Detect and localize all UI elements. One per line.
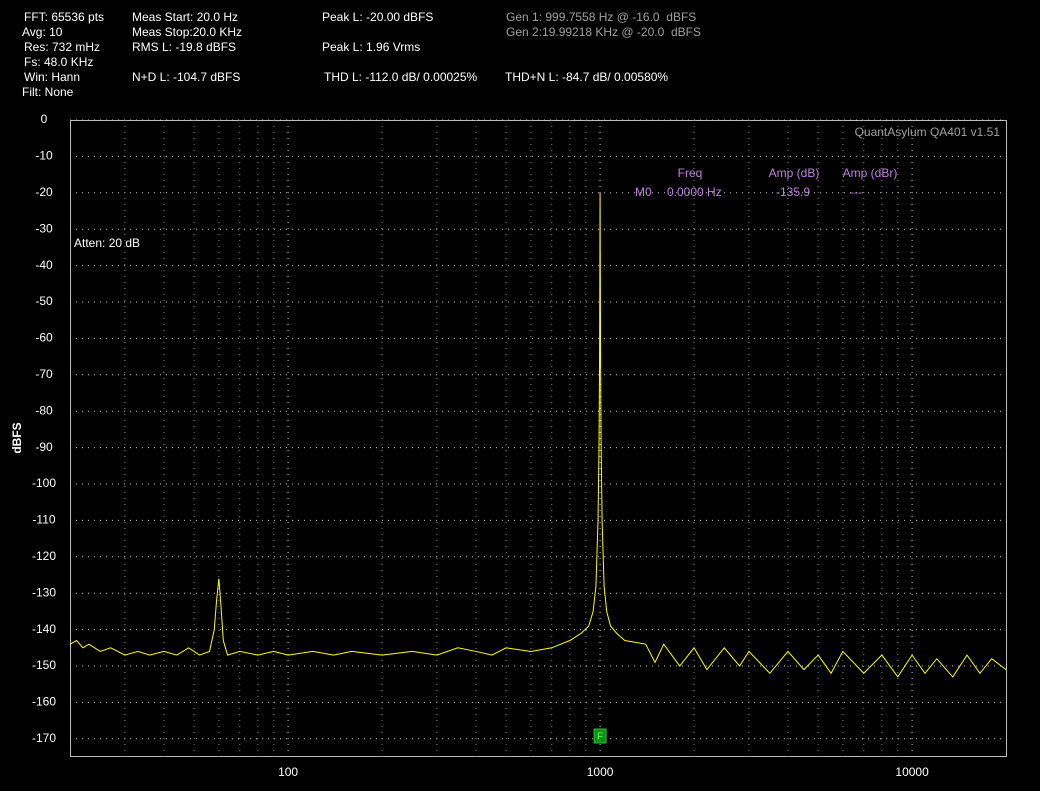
x-tick-label: 10000	[895, 765, 929, 779]
x-tick-label: 1000	[587, 765, 614, 779]
y-tick-label: -100	[32, 476, 56, 490]
x-tick-label: 100	[278, 765, 298, 779]
y-tick-label: -70	[35, 367, 53, 381]
marker-cell: -135.9	[776, 185, 810, 199]
status: Res: 732 mHz	[24, 40, 101, 54]
y-tick-label: -30	[35, 221, 53, 235]
status: THD+N L: -84.7 dB/ 0.00580%	[505, 70, 669, 84]
y-tick-label: -170	[32, 731, 56, 745]
status: FFT: 65536 pts	[24, 10, 105, 24]
status: RMS L: -19.8 dBFS	[132, 40, 237, 54]
y-tick-label: -130	[32, 585, 56, 599]
annotation: Atten: 20 dB	[74, 236, 140, 250]
status: Peak L: -20.00 dBFS	[322, 10, 434, 24]
marker-table: Freq Amp (dB) Amp (dBr) M0 0.0000 Hz -13…	[635, 166, 897, 199]
status: N+D L: -104.7 dBFS	[132, 70, 241, 84]
status: Gen 1: 999.7558 Hz @ -16.0 dBFS	[506, 10, 697, 24]
y-tick-label: -90	[35, 440, 53, 454]
y-tick-label: 0	[41, 112, 48, 126]
marker-header: Amp (dBr)	[843, 166, 898, 180]
y-tick-label: -150	[32, 658, 56, 672]
status: Meas Stop:20.0 KHz	[132, 25, 243, 39]
marker-cell: ---	[850, 185, 862, 199]
y-tick-label: -60	[35, 331, 53, 345]
y-tick-label: -10	[35, 149, 53, 163]
plot-frame	[70, 120, 1007, 757]
y-tick-label: -40	[35, 258, 53, 272]
y-tick-label: -50	[35, 294, 53, 308]
y-tick-label: -140	[32, 622, 56, 636]
fundamental-marker	[593, 728, 607, 744]
y-tick-label: -110	[32, 513, 55, 527]
status: Meas Start: 20.0 Hz	[132, 10, 239, 24]
status: Filt: None	[22, 85, 74, 99]
y-tick-label: -120	[32, 549, 56, 563]
y-tick-label: -20	[35, 185, 53, 199]
status: Avg: 10	[22, 25, 63, 39]
status: Win: Hann	[24, 70, 81, 84]
y-tick-label: -80	[35, 403, 53, 417]
watermark: QuantAsylum QA401 v1.51	[855, 125, 1001, 139]
trace	[69, 192, 1007, 678]
marker-header: Amp (dB)	[769, 166, 820, 180]
marker-cell: M0	[635, 185, 652, 199]
fundamental-marker-label: F	[597, 732, 603, 743]
status: Peak L: 1.96 Vrms	[322, 40, 421, 54]
status: THD L: -112.0 dB/ 0.00025%	[324, 70, 478, 84]
y-axis-label: dBFS	[10, 422, 24, 453]
status: Fs: 48.0 KHz	[24, 55, 94, 69]
y-tick-label: -160	[32, 695, 56, 709]
marker-header: Freq	[678, 166, 703, 180]
status: Gen 2:19.99218 KHz @ -20.0 dBFS	[506, 25, 701, 39]
